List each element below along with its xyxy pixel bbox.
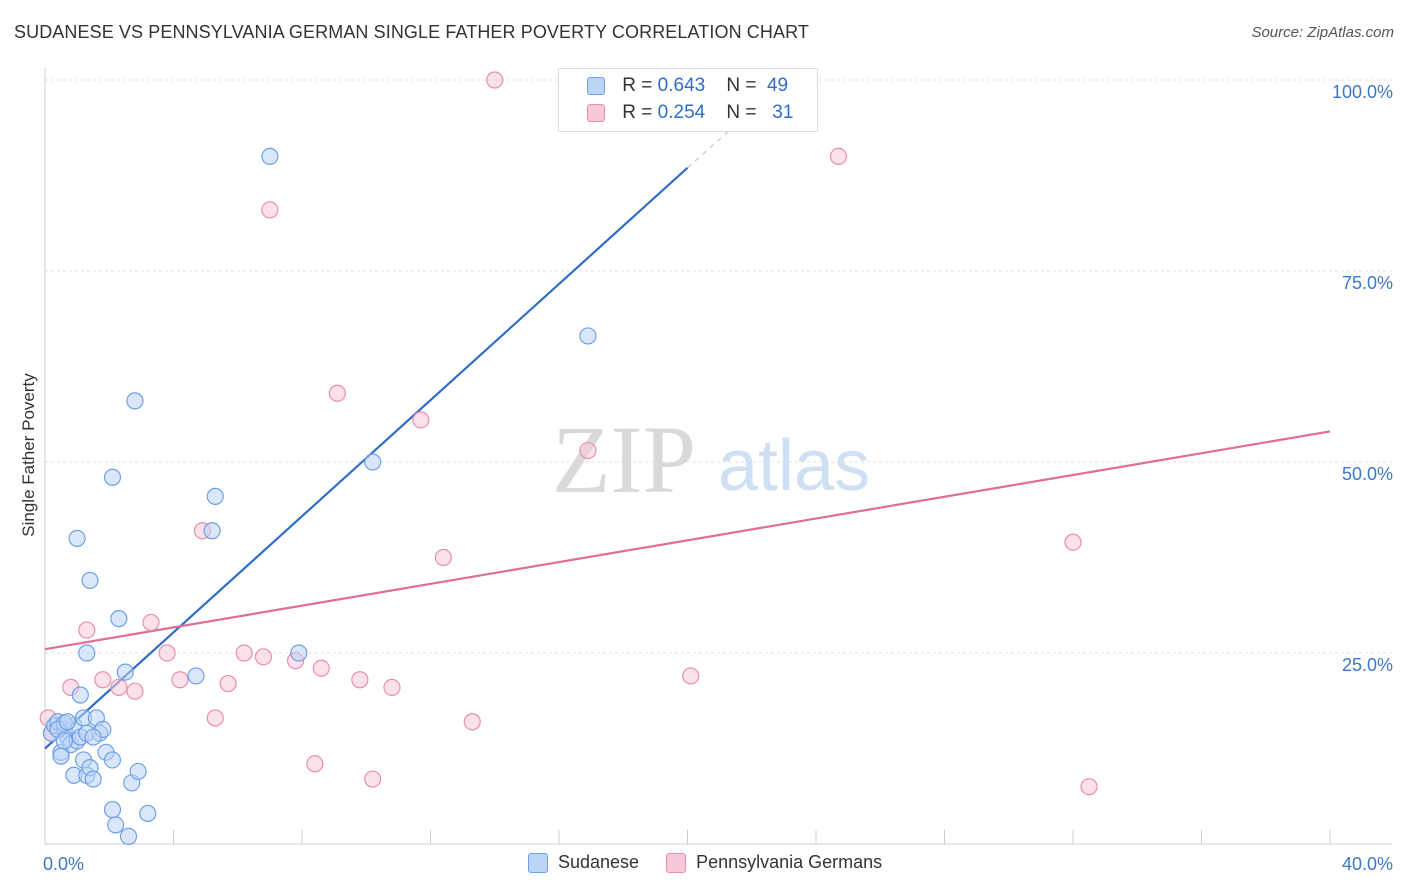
data-point-pennsylvania-german (312, 659, 330, 677)
data-point-pennsylvania-german (219, 674, 237, 693)
data-point-sudanese (261, 147, 279, 165)
data-point-sudanese (187, 667, 205, 685)
data-point-pennsylvania-german (351, 671, 369, 689)
sudanese-swatch (587, 76, 605, 95)
data-point-pennsylvania-german (383, 678, 401, 696)
series-legend: Sudanese Pennsylvania Germans (528, 852, 904, 874)
data-point-pennsylvania-german (682, 667, 700, 685)
source-label: Source: ZipAtlas.com (1251, 24, 1394, 41)
data-point-pennsylvania-german (364, 770, 382, 788)
data-point-sudanese (129, 762, 147, 781)
data-point-sudanese (206, 487, 224, 505)
pennsylvania-germans-swatch (587, 103, 605, 122)
data-point-sudanese (81, 571, 99, 590)
data-point-pennsylvania-german (171, 671, 189, 689)
data-point-sudanese (55, 732, 73, 750)
data-point-pennsylvania-german (158, 644, 176, 662)
y-tick-label: 25.0% (1342, 655, 1393, 675)
data-point-sudanese (364, 453, 382, 471)
pennsylvania-germans-legend-swatch (666, 853, 687, 874)
data-point-sudanese (103, 751, 122, 769)
legend-row-pennsylvania-germans: R = 0.254 N = 31 (587, 102, 793, 124)
correlation-legend: R = 0.643 N = 49 R = 0.254 N = 31 (558, 68, 818, 132)
data-point-pennsylvania-german (1080, 778, 1098, 796)
sudanese-legend-label: Sudanese (558, 852, 640, 872)
data-point-sudanese (71, 686, 89, 704)
data-point-sudanese (203, 522, 221, 540)
y-axis-title: Single Father Poverty (19, 373, 38, 537)
watermark: ZIP atlas (552, 406, 870, 513)
pennsylvania-germans-n-value: 31 (772, 102, 794, 123)
sudanese-n-value: 49 (766, 75, 789, 96)
data-point-sudanese (78, 644, 96, 662)
data-point-pennsylvania-german (78, 621, 96, 639)
y-tick-label: 75.0% (1342, 273, 1393, 293)
data-point-sudanese (68, 529, 86, 548)
data-point-pennsylvania-german (306, 755, 324, 773)
y-tick-label: 50.0% (1342, 464, 1393, 484)
data-point-sudanese (84, 728, 102, 746)
data-point-sudanese (103, 801, 122, 819)
data-point-pennsylvania-german (412, 411, 430, 429)
x-tick-label-max: 40.0% (1342, 854, 1393, 874)
pennsylvania-germans-r-value: 0.254 (657, 102, 706, 123)
watermark-zip: ZIP (552, 406, 696, 513)
data-point-pennsylvania-german (579, 441, 597, 460)
data-point-pennsylvania-german (235, 644, 253, 662)
data-point-pennsylvania-german (463, 713, 481, 731)
data-point-pennsylvania-german (434, 548, 452, 567)
watermark-atlas: atlas (718, 426, 870, 506)
data-point-sudanese (58, 713, 77, 731)
data-point-pennsylvania-german (94, 671, 112, 689)
legend-item-pennsylvania-germans[interactable]: Pennsylvania Germans (666, 852, 883, 874)
data-point-pennsylvania-german (829, 147, 848, 165)
data-point-pennsylvania-german (328, 384, 346, 402)
legend-row-sudanese: R = 0.643 N = 49 (587, 75, 788, 97)
data-point-pennsylvania-german (254, 648, 273, 666)
y-tick-label: 100.0% (1332, 82, 1393, 102)
data-point-sudanese (52, 747, 70, 765)
data-point-sudanese (103, 468, 122, 486)
chart-title: SUDANESE VS PENNSYLVANIA GERMAN SINGLE F… (14, 22, 809, 42)
pennsylvania-germans-legend-label: Pennsylvania Germans (696, 852, 883, 872)
data-point-pennsylvania-german (261, 201, 279, 219)
data-point-pennsylvania-german (110, 678, 128, 696)
trend-line-1 (44, 430, 1331, 651)
data-point-pennsylvania-german (126, 682, 144, 700)
data-point-sudanese (116, 663, 134, 681)
data-point-sudanese (290, 644, 308, 662)
data-point-sudanese (119, 827, 138, 845)
data-point-sudanese (126, 392, 144, 410)
data-point-sudanese (579, 327, 597, 345)
data-points (39, 71, 1098, 845)
data-point-sudanese (139, 804, 157, 823)
data-point-pennsylvania-german (142, 613, 160, 632)
data-point-sudanese (110, 610, 128, 628)
sudanese-legend-swatch (528, 853, 548, 874)
x-tick-label-min: 0.0% (43, 854, 84, 874)
legend-item-sudanese[interactable]: Sudanese (528, 852, 640, 874)
sudanese-r-value: 0.643 (657, 75, 706, 96)
data-point-pennsylvania-german (206, 709, 224, 727)
data-point-sudanese (107, 816, 125, 834)
data-point-pennsylvania-german (1064, 533, 1082, 551)
data-point-sudanese (84, 770, 102, 788)
data-point-pennsylvania-german (486, 71, 504, 89)
axis-labels: 25.0% 50.0% 75.0% 100.0% 0.0% 40.0% Single Fat… (19, 82, 1393, 874)
